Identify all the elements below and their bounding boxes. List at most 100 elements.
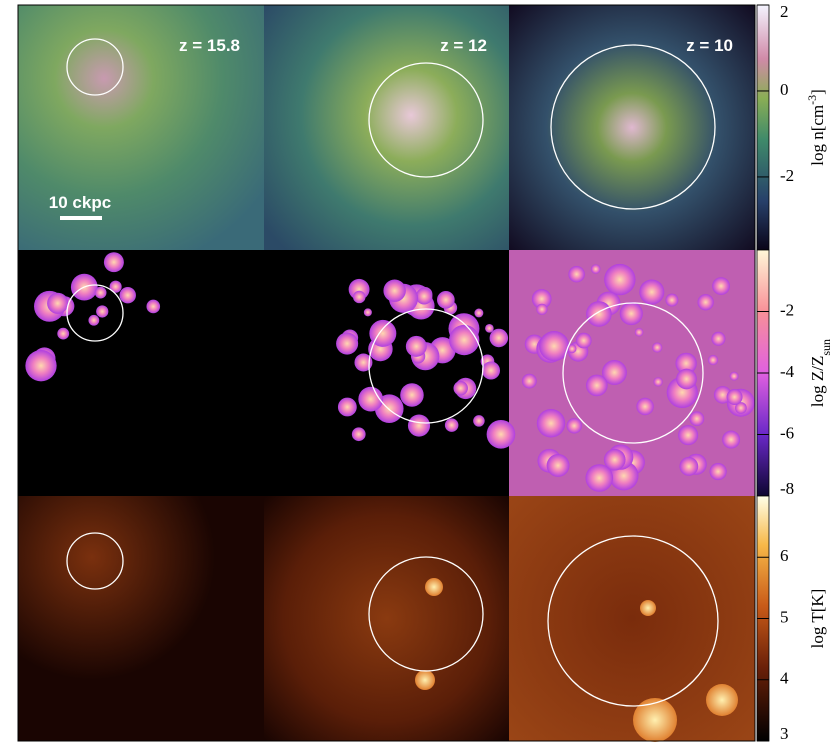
colorbar-tick-label: 3: [780, 724, 789, 743]
circle: [66, 284, 124, 342]
metal-blob: [722, 430, 741, 449]
temperature-panel: [264, 496, 509, 741]
metal-blob: [726, 389, 743, 406]
metal-blob: [353, 290, 366, 304]
metal-blob: [591, 264, 601, 274]
colorbars: -2 0 2 log n[cm-3] -8 -6 -4 -2 log Z/Zsun 3 4 5 6 log…: [756, 2, 833, 743]
metal-blob: [119, 287, 136, 304]
metal-blob: [709, 462, 727, 481]
label-sup: -3: [805, 95, 819, 105]
image-grid: [18, 5, 755, 741]
colorbar-tick-label: -2: [780, 166, 794, 185]
metal-blob: [522, 373, 537, 389]
colorbar-tick-label: -4: [780, 362, 795, 381]
colorbar-label: log T[K]: [808, 589, 827, 649]
redshift-label: z = 10: [686, 36, 733, 55]
circle: [550, 44, 716, 210]
metal-blob: [336, 332, 359, 355]
metal-blob: [531, 289, 552, 309]
metal-blob: [567, 344, 577, 354]
metal-blob: [489, 328, 509, 348]
colorbar-tick-label: -6: [780, 423, 794, 442]
colorbar-tick-label: 4: [780, 669, 789, 688]
hot-blob: [633, 698, 677, 742]
colorbar: [756, 4, 770, 251]
circle: [368, 556, 484, 672]
hot-blob: [415, 670, 435, 690]
metal-blob: [586, 301, 612, 327]
metal-blob: [415, 287, 433, 305]
metal-blob: [665, 293, 679, 307]
scale-bar: [60, 216, 102, 220]
metal-blob: [103, 252, 124, 273]
colorbar-tick-label: 0: [780, 80, 789, 99]
metal-blob: [729, 371, 739, 381]
metal-blob: [619, 302, 643, 326]
metal-blob: [369, 319, 397, 347]
metal-blob: [481, 361, 501, 380]
metal-blob: [146, 299, 161, 314]
metal-blob: [405, 335, 427, 357]
metal-blob: [634, 328, 644, 337]
virial-circles: [66, 38, 719, 707]
metal-blob: [363, 308, 372, 317]
metal-blob: [453, 381, 468, 396]
label-text: log n[cm: [808, 105, 827, 166]
circle: [66, 532, 124, 590]
label-text: log Z/Z: [808, 356, 827, 407]
metal-blob: [546, 454, 570, 477]
metal-blob: [25, 350, 57, 382]
metal-blob: [437, 290, 455, 309]
metal-blob: [712, 277, 730, 295]
colorbar-tick-label: -2: [780, 300, 794, 319]
metal-blob: [575, 332, 592, 349]
metal-blob: [536, 303, 548, 315]
label-tail: ]: [808, 89, 827, 95]
metal-blob: [109, 280, 122, 293]
metal-blob: [603, 448, 626, 471]
colorbar-label: log n[cm-3]: [805, 89, 827, 166]
hot-blob: [640, 600, 656, 616]
metal-blob: [639, 279, 665, 305]
metal-blob: [444, 418, 459, 432]
metal-blob: [88, 314, 100, 326]
metal-blob: [636, 397, 654, 416]
scale-bar-label: 10 ckpc: [49, 193, 111, 212]
circle: [368, 308, 484, 424]
hot-blob: [706, 684, 738, 716]
metal-blob: [486, 419, 516, 449]
metal-blob: [566, 418, 582, 434]
metal-blob: [337, 397, 357, 417]
metal-blob: [449, 324, 480, 356]
metal-blob: [586, 374, 608, 397]
metal-blob: [708, 355, 719, 366]
metal-blob: [400, 383, 424, 407]
metal-blob: [678, 425, 699, 446]
metal-blob: [653, 377, 663, 387]
metal-blob: [679, 457, 699, 476]
colorbar-tick-label: 6: [780, 546, 789, 565]
metal-blob: [711, 331, 726, 346]
metal-blob: [735, 402, 747, 414]
metal-blob: [358, 386, 384, 412]
metal-blob: [604, 263, 636, 296]
metal-blob: [351, 427, 366, 442]
frame: [17, 4, 756, 742]
density-panel: [264, 5, 509, 250]
circle: [562, 302, 704, 444]
redshift-label: z = 12: [440, 36, 487, 55]
colorbar-label: log Z/Zsun: [808, 339, 833, 407]
colorbar-tick-label: -8: [780, 479, 794, 498]
density-panel: [18, 5, 264, 250]
metal-blob: [485, 324, 494, 333]
colorbar-tick-label: 5: [780, 607, 789, 626]
circle: [547, 535, 719, 707]
label-text: log T[K]: [808, 589, 827, 649]
metal-blob: [652, 342, 663, 353]
metal-blob: [94, 286, 107, 299]
circle: [368, 62, 484, 178]
metal-blob: [675, 352, 697, 375]
metal-blob: [354, 353, 373, 372]
metal-blob: [697, 294, 714, 311]
